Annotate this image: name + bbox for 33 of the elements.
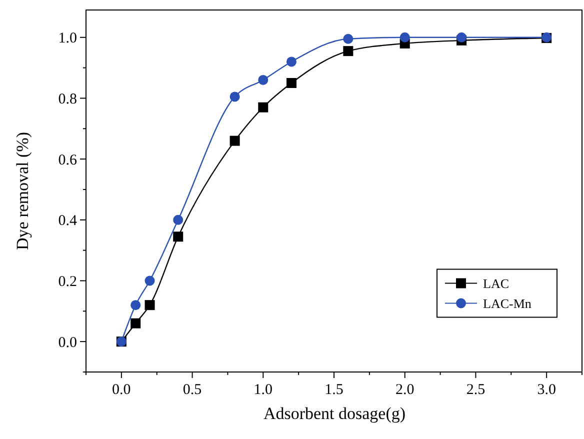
- x-axis-title: Adsorbent dosage(g): [263, 404, 406, 423]
- x-tick-label: 0.5: [182, 382, 202, 398]
- point: [286, 78, 296, 88]
- point: [400, 32, 410, 42]
- x-tick-label: 1.5: [324, 382, 344, 398]
- legend-label: LAC-Mn: [483, 296, 532, 311]
- y-tick-label: 0.6: [58, 152, 78, 168]
- x-tick-label: 2.0: [395, 382, 414, 398]
- point: [343, 34, 354, 44]
- point: [258, 74, 268, 85]
- x-tick-label: 1.0: [254, 382, 273, 398]
- y-tick-label: 0.4: [58, 213, 78, 230]
- y-axis-title: Dye removal (%): [13, 132, 32, 250]
- point: [173, 214, 184, 225]
- y-tick-label: 0.0: [58, 334, 77, 351]
- x-tick-label: 2.5: [466, 382, 486, 398]
- point: [343, 46, 354, 56]
- point: [286, 56, 296, 67]
- x-tick-label: 0.0: [112, 382, 131, 398]
- point: [144, 300, 155, 310]
- point: [144, 276, 155, 286]
- point: [130, 318, 141, 328]
- point: [173, 232, 184, 242]
- legend-label: LAC: [483, 276, 509, 291]
- x-tick-label: 3.0: [537, 382, 556, 398]
- point: [258, 102, 268, 112]
- point: [130, 300, 141, 310]
- y-tick-label: 1.0: [58, 30, 77, 47]
- point: [456, 32, 467, 42]
- point: [230, 92, 240, 102]
- y-tick-label: 0.2: [58, 274, 77, 290]
- y-tick-label: 0.8: [58, 91, 77, 108]
- point: [230, 136, 240, 146]
